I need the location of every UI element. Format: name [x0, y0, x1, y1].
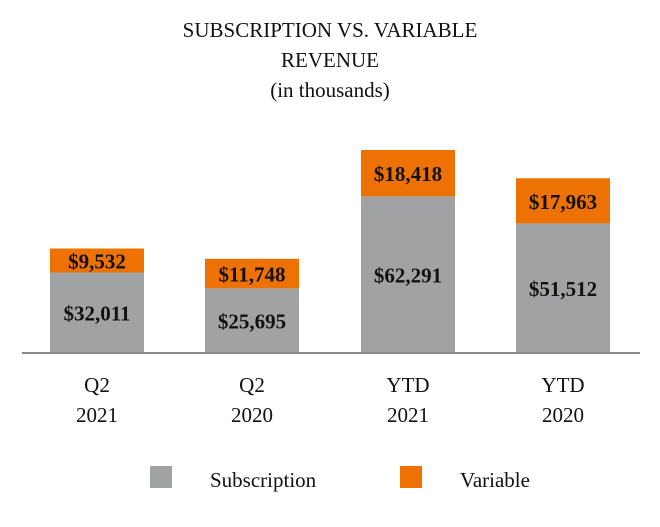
bar-variable-3 — [361, 150, 455, 197]
chart-title-line-1: SUBSCRIPTION VS. VARIABLE — [183, 18, 478, 42]
x-tick-label-2-line-1: Q2 — [239, 373, 265, 397]
data-label-variable-1: $9,532 — [68, 249, 126, 273]
data-label-subscription-2: $25,695 — [218, 310, 286, 334]
bar-variable-1 — [50, 248, 144, 273]
x-tick-label-4-line-1: YTD — [541, 373, 584, 397]
bar-subscription-1 — [50, 272, 144, 353]
x-tick-label-1-line-1: Q2 — [84, 373, 110, 397]
bar-subscription-3 — [361, 196, 455, 353]
legend-label-subscription: Subscription — [210, 468, 317, 492]
x-tick-label-3-line-1: YTD — [386, 373, 429, 397]
bar-variable-2 — [205, 258, 299, 289]
x-axis-ticks: Q2 2021 Q2 2020 YTD 2021 YTD 2020 — [76, 373, 585, 427]
legend-swatch-variable — [400, 466, 422, 488]
bar-variable-4 — [516, 178, 610, 224]
x-tick-label-4-line-2: 2020 — [542, 403, 584, 427]
x-tick-label-2-line-2: 2020 — [231, 403, 273, 427]
data-label-variable-3: $18,418 — [374, 162, 442, 186]
data-label-subscription-3: $62,291 — [374, 264, 442, 288]
data-label-subscription-1: $32,011 — [63, 302, 130, 326]
chart-title-line-2: REVENUE — [281, 48, 379, 72]
chart-title: SUBSCRIPTION VS. VARIABLE REVENUE (in thou… — [183, 18, 478, 102]
legend: Subscription Variable — [150, 466, 530, 492]
bar-subscription-2 — [205, 288, 299, 353]
bars: $32,011 $9,532 $25,695 $11,748 $62,291 $18,41… — [50, 150, 610, 353]
legend-label-variable: Variable — [460, 468, 530, 492]
x-tick-label-3-line-2: 2021 — [387, 403, 429, 427]
data-label-variable-2: $11,748 — [218, 263, 285, 287]
data-label-variable-4: $17,963 — [529, 190, 597, 214]
data-label-subscription-4: $51,512 — [529, 277, 597, 301]
bar-subscription-4 — [516, 223, 610, 353]
x-tick-label-1-line-2: 2021 — [76, 403, 118, 427]
legend-swatch-subscription — [150, 466, 172, 488]
chart-title-line-3: (in thousands) — [270, 78, 390, 102]
